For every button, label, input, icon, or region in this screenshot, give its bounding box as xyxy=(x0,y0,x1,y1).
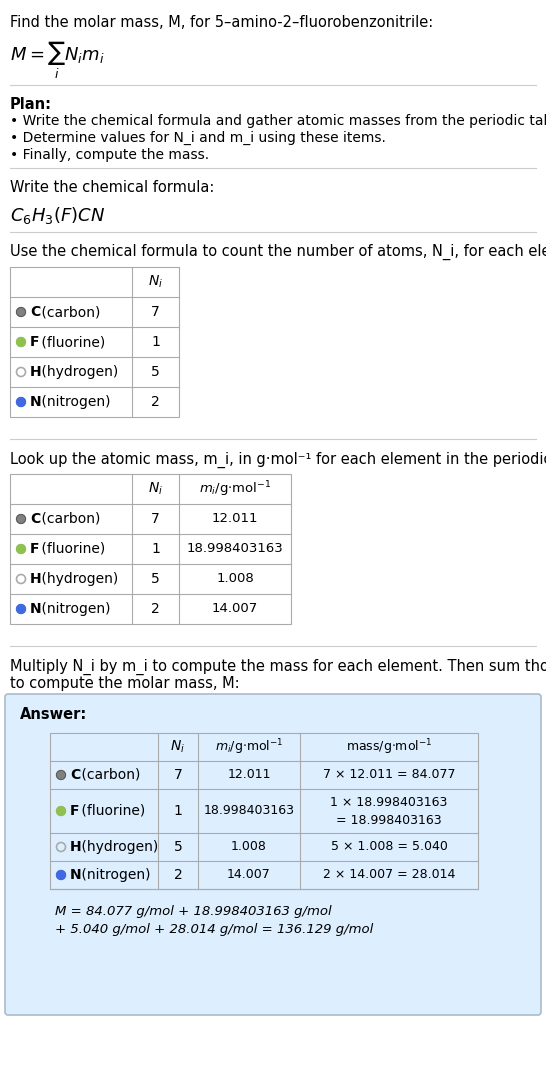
Text: (nitrogen): (nitrogen) xyxy=(77,868,151,882)
Text: N: N xyxy=(30,395,41,409)
Text: (fluorine): (fluorine) xyxy=(77,804,145,818)
Text: 7: 7 xyxy=(151,305,160,318)
Circle shape xyxy=(16,397,26,407)
Text: C: C xyxy=(70,768,80,782)
Text: mass/g$\cdot$mol$^{-1}$: mass/g$\cdot$mol$^{-1}$ xyxy=(346,737,432,756)
Text: H: H xyxy=(70,840,81,854)
Text: 1: 1 xyxy=(174,804,182,818)
Text: N: N xyxy=(30,601,41,615)
Text: F: F xyxy=(30,335,39,349)
Text: 7: 7 xyxy=(151,512,160,526)
Text: (fluorine): (fluorine) xyxy=(37,542,105,556)
Text: N: N xyxy=(70,868,81,882)
Circle shape xyxy=(56,807,66,816)
Text: to compute the molar mass, M:: to compute the molar mass, M: xyxy=(10,676,240,691)
Text: (hydrogen): (hydrogen) xyxy=(37,572,118,586)
Bar xyxy=(10,267,179,417)
Text: 2: 2 xyxy=(174,868,182,882)
Text: Answer:: Answer: xyxy=(20,707,87,722)
Text: 12.011: 12.011 xyxy=(227,768,271,781)
Text: $N_i$: $N_i$ xyxy=(170,739,186,755)
Circle shape xyxy=(16,544,26,553)
Text: (carbon): (carbon) xyxy=(37,512,100,526)
Text: Use the chemical formula to count the number of atoms, N_i, for each element:: Use the chemical formula to count the nu… xyxy=(10,244,546,260)
Text: = 18.998403163: = 18.998403163 xyxy=(336,813,442,826)
Text: (fluorine): (fluorine) xyxy=(37,335,105,349)
Circle shape xyxy=(16,605,26,613)
Text: Multiply N_i by m_i to compute the mass for each element. Then sum those values: Multiply N_i by m_i to compute the mass … xyxy=(10,659,546,676)
Text: 1.008: 1.008 xyxy=(216,572,254,585)
Text: 14.007: 14.007 xyxy=(212,603,258,615)
Text: (carbon): (carbon) xyxy=(37,305,100,318)
Circle shape xyxy=(16,308,26,316)
Text: 18.998403163: 18.998403163 xyxy=(204,805,294,818)
Text: (hydrogen): (hydrogen) xyxy=(37,365,118,379)
Circle shape xyxy=(16,514,26,524)
Text: 7: 7 xyxy=(174,768,182,782)
Text: • Write the chemical formula and gather atomic masses from the periodic table.: • Write the chemical formula and gather … xyxy=(10,114,546,128)
Text: H: H xyxy=(30,365,41,379)
Text: $m_i$/g$\cdot$mol$^{-1}$: $m_i$/g$\cdot$mol$^{-1}$ xyxy=(199,479,271,499)
Text: • Determine values for N_i and m_i using these items.: • Determine values for N_i and m_i using… xyxy=(10,131,386,145)
Text: (hydrogen): (hydrogen) xyxy=(77,840,158,854)
Text: 2: 2 xyxy=(151,601,160,615)
Text: Find the molar mass, M, for 5–amino-2–fluorobenzonitrile:: Find the molar mass, M, for 5–amino-2–fl… xyxy=(10,15,433,30)
Text: 2 × 14.007 = 28.014: 2 × 14.007 = 28.014 xyxy=(323,868,455,881)
Text: 2: 2 xyxy=(151,395,160,409)
Text: $N_i$: $N_i$ xyxy=(148,273,163,291)
Text: 12.011: 12.011 xyxy=(212,512,258,525)
Text: $M = \sum_i N_i m_i$: $M = \sum_i N_i m_i$ xyxy=(10,40,104,81)
Circle shape xyxy=(56,870,66,879)
Text: C: C xyxy=(30,512,40,526)
Text: 1.008: 1.008 xyxy=(231,840,267,853)
FancyBboxPatch shape xyxy=(5,694,541,1015)
Text: 1: 1 xyxy=(151,335,160,349)
Text: $C_6H_3(F)CN$: $C_6H_3(F)CN$ xyxy=(10,206,105,226)
Text: 18.998403163: 18.998403163 xyxy=(187,542,283,555)
Text: + 5.040 g/mol + 28.014 g/mol = 136.129 g/mol: + 5.040 g/mol + 28.014 g/mol = 136.129 g… xyxy=(55,923,373,936)
Text: (nitrogen): (nitrogen) xyxy=(37,601,110,615)
Circle shape xyxy=(16,338,26,346)
Text: H: H xyxy=(30,572,41,586)
Text: 5: 5 xyxy=(151,365,160,379)
Text: F: F xyxy=(70,804,80,818)
Text: 1 × 18.998403163: 1 × 18.998403163 xyxy=(330,796,448,809)
Text: 14.007: 14.007 xyxy=(227,868,271,881)
Text: C: C xyxy=(30,305,40,318)
Text: $m_i$/g$\cdot$mol$^{-1}$: $m_i$/g$\cdot$mol$^{-1}$ xyxy=(215,737,283,756)
Text: (carbon): (carbon) xyxy=(77,768,140,782)
Text: F: F xyxy=(30,542,39,556)
Text: 1: 1 xyxy=(151,542,160,556)
Text: Plan:: Plan: xyxy=(10,97,52,112)
Bar xyxy=(50,733,478,889)
Text: Write the chemical formula:: Write the chemical formula: xyxy=(10,180,215,195)
Text: • Finally, compute the mass.: • Finally, compute the mass. xyxy=(10,148,209,162)
Text: 5 × 1.008 = 5.040: 5 × 1.008 = 5.040 xyxy=(330,840,447,853)
Text: M = 84.077 g/mol + 18.998403163 g/mol: M = 84.077 g/mol + 18.998403163 g/mol xyxy=(55,905,331,918)
Circle shape xyxy=(56,770,66,779)
Text: $N_i$: $N_i$ xyxy=(148,481,163,497)
Bar xyxy=(10,475,291,624)
Text: 5: 5 xyxy=(151,572,160,586)
Text: (nitrogen): (nitrogen) xyxy=(37,395,110,409)
Text: Look up the atomic mass, m_i, in g·mol⁻¹ for each element in the periodic table:: Look up the atomic mass, m_i, in g·mol⁻¹… xyxy=(10,452,546,468)
Text: 7 × 12.011 = 84.077: 7 × 12.011 = 84.077 xyxy=(323,768,455,781)
Text: 5: 5 xyxy=(174,840,182,854)
